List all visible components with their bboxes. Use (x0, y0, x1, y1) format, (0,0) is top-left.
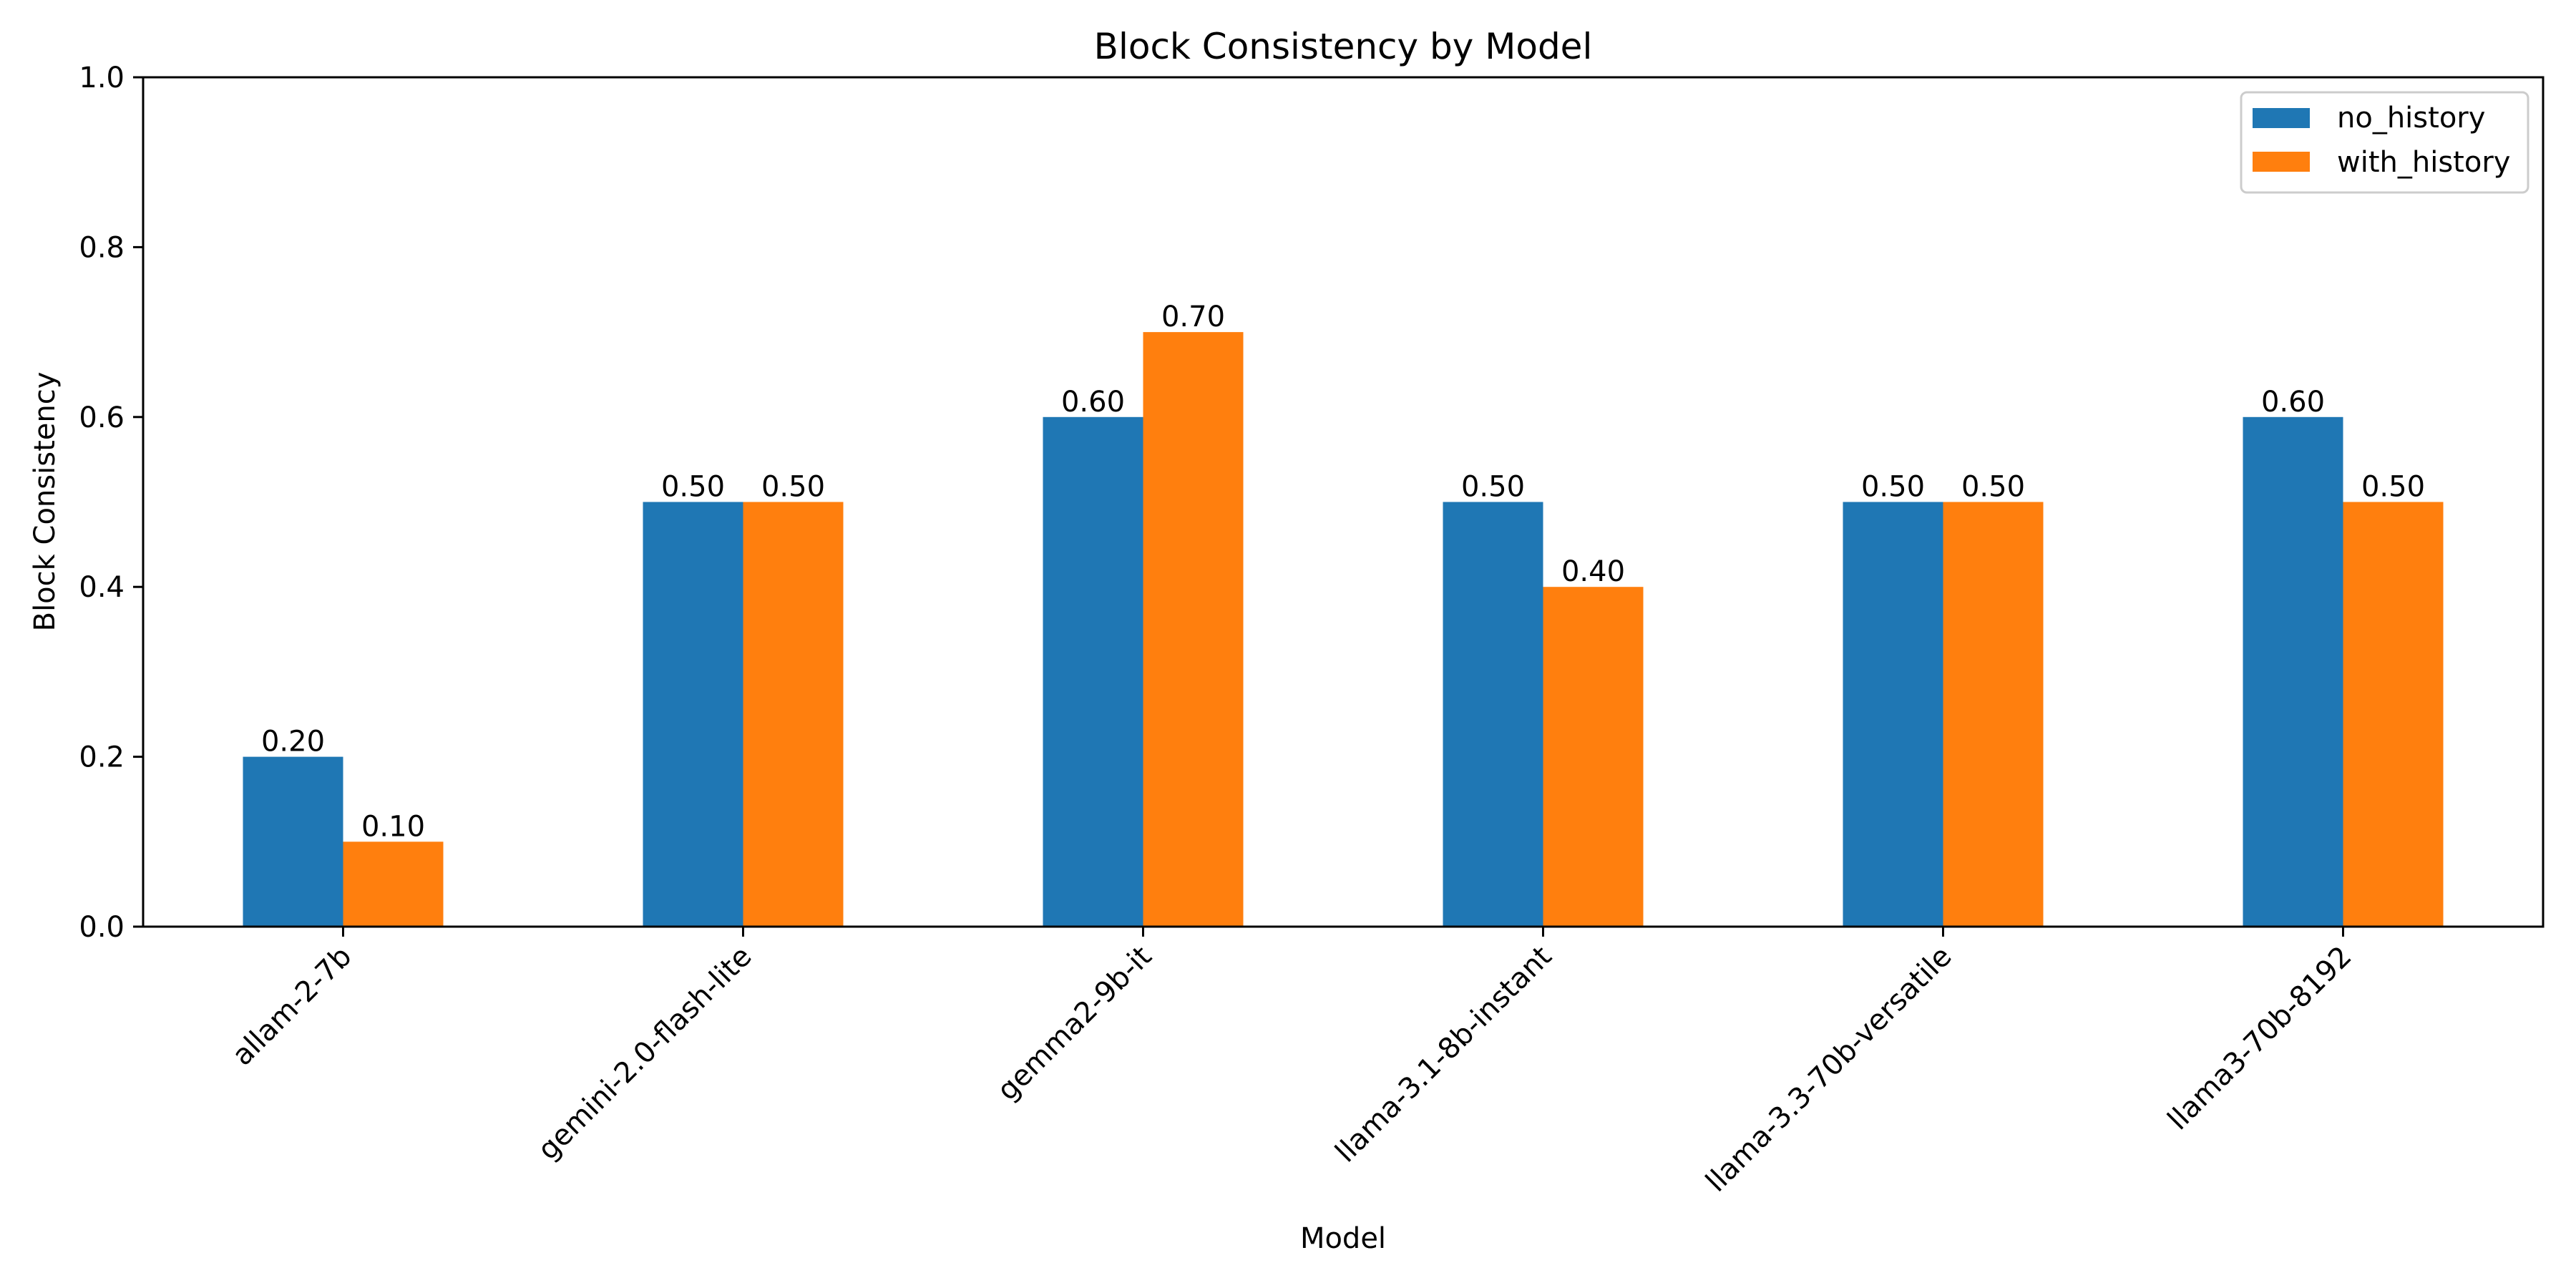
x-tick-label-gemini-2-0-flash-lite: gemini-2.0-flash-lite (532, 940, 758, 1167)
y-tick-label: 0.0 (79, 911, 125, 944)
bar-label-no-history-llama3-70b-8192: 0.60 (2261, 386, 2325, 419)
bar-label-with-history-gemini-2-0-flash-lite: 0.50 (761, 471, 825, 504)
bar-label-no-history-gemma2-9b-it: 0.60 (1061, 386, 1125, 419)
x-axis-label: Model (1300, 1222, 1386, 1255)
y-tick-label: 0.4 (79, 571, 125, 604)
y-tick-label: 1.0 (79, 62, 125, 94)
bar-no-history-llama3-70b-8192 (2243, 416, 2343, 927)
x-axis: allam-2-7b gemini-2.0-flash-lite gemma2-9b… (226, 927, 2358, 1199)
bar-label-with-history-allam-2-7b: 0.10 (361, 810, 425, 843)
y-axis-label: Block Consistency (29, 372, 62, 632)
bar-no-history-llama-3-3-70b-versatile (1843, 502, 1943, 927)
x-tick-label-llama3-70b-8192: llama3-70b-8192 (2162, 940, 2358, 1137)
chart-title: Block Consistency by Model (1094, 26, 1593, 67)
plot-area-frame (142, 76, 2545, 928)
bar-label-no-history-gemini-2-0-flash-lite: 0.50 (661, 471, 725, 504)
y-tick-label: 0.8 (79, 231, 125, 264)
bars-group (243, 332, 2444, 927)
bar-label-with-history-llama-3-3-70b-versatile: 0.50 (1961, 471, 2025, 504)
x-tick-label-gemma2-9b-it: gemma2-9b-it (991, 940, 1158, 1108)
y-axis: 0.0 0.2 0.4 0.6 0.8 1.0 (79, 62, 143, 944)
bar-with-history-allam-2-7b (343, 841, 444, 927)
bar-with-history-llama-3-3-70b-versatile (1943, 502, 2044, 927)
legend: no_history with_history (2240, 91, 2529, 194)
bar-label-with-history-llama-3-1-8b-instant: 0.40 (1561, 555, 1625, 588)
bar-label-with-history-llama3-70b-8192: 0.50 (2361, 471, 2425, 504)
x-tick-label-allam-2-7b: allam-2-7b (226, 940, 358, 1073)
y-tick-label: 0.2 (79, 741, 125, 774)
bar-no-history-gemma2-9b-it (1043, 416, 1143, 927)
bar-with-history-llama3-70b-8192 (2343, 502, 2444, 927)
legend-label-with-history: with_history (2337, 146, 2510, 179)
bar-labels-group: 0.20 0.50 0.60 0.50 0.50 0.60 0.10 0.50 0.70 0.40… (261, 301, 2425, 843)
bar-no-history-gemini-2-0-flash-lite (643, 502, 743, 927)
bar-label-no-history-allam-2-7b: 0.20 (261, 726, 325, 758)
bar-label-no-history-llama-3-1-8b-instant: 0.50 (1461, 471, 1525, 504)
bar-label-with-history-gemma2-9b-it: 0.70 (1161, 301, 1225, 333)
legend-frame (2240, 91, 2529, 194)
bar-no-history-allam-2-7b (243, 756, 343, 927)
y-tick-label: 0.6 (79, 401, 125, 434)
bar-label-no-history-llama-3-3-70b-versatile: 0.50 (1861, 471, 1925, 504)
legend-swatch-with-history (2253, 152, 2310, 172)
bar-with-history-gemini-2-0-flash-lite (743, 502, 844, 927)
x-tick-label-llama-3-3-70b-versatile: llama-3.3-70b-versatile (1699, 940, 1958, 1199)
legend-label-no-history: no_history (2337, 102, 2485, 135)
bar-with-history-llama-3-1-8b-instant (1543, 587, 1644, 927)
bar-with-history-gemma2-9b-it (1143, 332, 1244, 927)
x-tick-label-llama-3-1-8b-instant: llama-3.1-8b-instant (1330, 940, 1558, 1169)
legend-swatch-no-history (2253, 108, 2310, 128)
bar-no-history-llama-3-1-8b-instant (1443, 502, 1543, 927)
